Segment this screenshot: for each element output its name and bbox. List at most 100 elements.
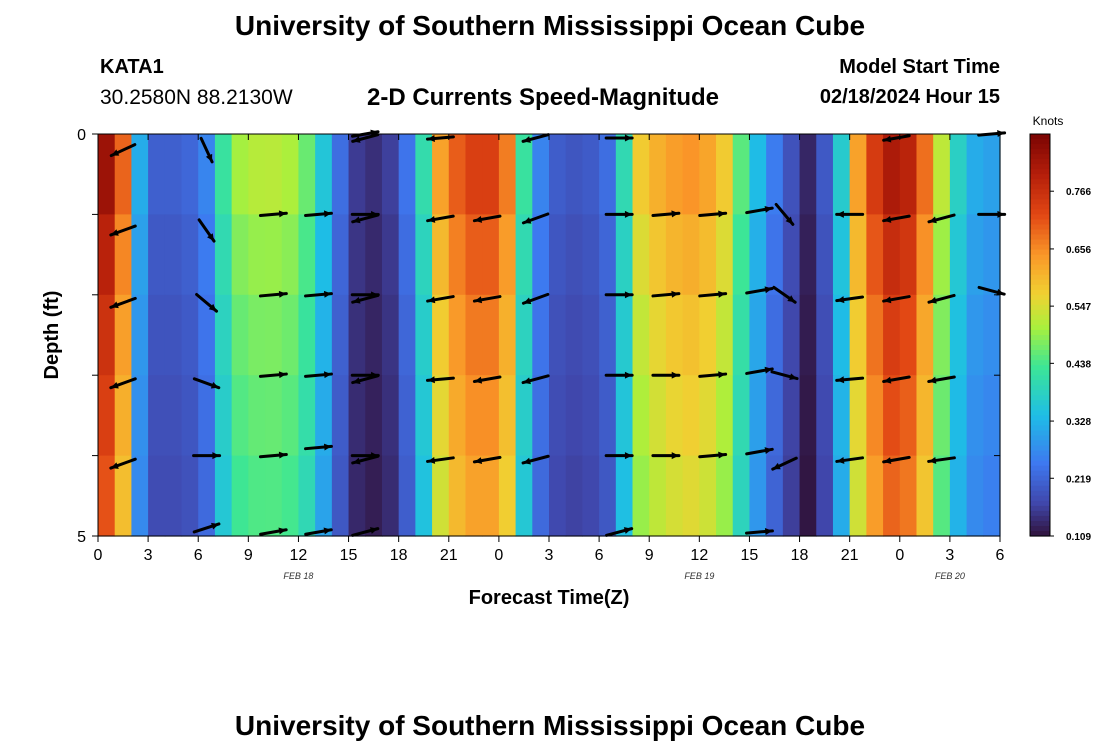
arrow-head: [110, 462, 119, 469]
heatmap-cell: [816, 214, 834, 296]
current-arrow: [521, 292, 550, 305]
heatmap-cell: [498, 455, 517, 537]
x-tick-label: 3: [144, 547, 153, 564]
arrow-head: [764, 286, 773, 294]
heatmap-cell: [415, 214, 433, 296]
heatmap-cell: [699, 375, 717, 457]
colorbar-segment: [1030, 269, 1050, 276]
heatmap-cell: [198, 455, 216, 537]
heatmap-cell: [164, 214, 183, 296]
arrow-head: [623, 527, 632, 534]
arrow-head: [764, 205, 773, 213]
colorbar-segment: [1030, 390, 1050, 396]
heatmap-cell: [498, 375, 517, 457]
x-tick-label: 12: [290, 547, 308, 564]
heatmap-cell: [114, 294, 133, 376]
heatmap-cell: [214, 375, 233, 457]
arrow-head: [110, 301, 119, 309]
heatmap-cell: [749, 214, 767, 296]
x-tick-label: 3: [945, 547, 954, 564]
heatmap-cell: [949, 375, 968, 457]
arrow-head: [996, 288, 1005, 296]
current-arrow: [604, 210, 634, 218]
x-tick-label: 21: [440, 547, 458, 564]
heatmap-cell: [883, 375, 901, 457]
arrow-head: [323, 290, 332, 298]
arrow-head: [671, 290, 679, 298]
heatmap-cell: [699, 455, 717, 537]
heatmap-cell: [732, 294, 751, 376]
current-arrow: [882, 375, 911, 384]
heatmap-cell: [298, 214, 316, 296]
heatmap-cell: [582, 375, 600, 457]
model-start-value: 02/18/2024 Hour 15: [819, 86, 1000, 108]
heatmap-cell: [498, 134, 517, 215]
chart-subtitle: 2-D Currents Speed-Magnitude: [367, 84, 720, 111]
arrow-head: [474, 215, 483, 223]
x-tick-label: 9: [244, 547, 253, 564]
colorbar-segment: [1030, 199, 1050, 205]
heatmap-cell: [832, 455, 851, 537]
current-arrow: [977, 130, 1007, 137]
arrow-head: [427, 215, 436, 223]
colorbar-segment: [1030, 289, 1050, 296]
heatmap-cell: [432, 134, 450, 215]
colorbar-segment: [1030, 169, 1050, 175]
colorbar-segment: [1030, 309, 1050, 316]
heatmap-cell: [315, 375, 333, 457]
heatmap-cell: [632, 294, 650, 376]
current-arrow: [351, 374, 380, 385]
current-arrow: [604, 452, 634, 460]
colorbar-segment: [1030, 455, 1050, 462]
heatmap-cell: [632, 455, 650, 537]
heatmap-cell: [398, 214, 416, 296]
heatmap-cell: [331, 214, 350, 296]
colorbar-segment: [1030, 179, 1050, 185]
colorbar-segment: [1030, 375, 1050, 381]
current-arrow: [745, 205, 774, 215]
heatmap-cell: [265, 294, 283, 376]
heatmap-cell: [799, 134, 817, 215]
current-arrow: [882, 134, 911, 143]
heatmap-cell: [181, 214, 199, 296]
colorbar-segment: [1030, 284, 1050, 291]
heatmap-cell: [148, 294, 166, 376]
heatmap-cell: [899, 375, 918, 457]
heatmap-cell: [164, 134, 183, 215]
current-arrow: [472, 214, 502, 223]
current-arrow: [927, 293, 956, 304]
heatmap-cell: [933, 455, 951, 537]
colorbar-segment: [1030, 460, 1050, 467]
heatmap-cell: [214, 134, 233, 215]
heatmap-cell: [966, 134, 984, 215]
heatmap-cell: [381, 214, 400, 296]
heatmap-cell: [883, 455, 901, 537]
heatmap-cell: [565, 134, 584, 215]
arrow-head: [211, 522, 219, 530]
arrow-head: [323, 527, 332, 535]
arrow-head: [474, 296, 483, 304]
arrow-head: [352, 136, 361, 143]
heatmap-cell: [298, 375, 316, 457]
current-arrow: [259, 527, 288, 536]
current-arrow: [774, 202, 795, 226]
arrow-head: [764, 447, 773, 455]
colorbar-segment: [1030, 525, 1050, 532]
heatmap-cell: [916, 375, 934, 457]
current-arrow: [604, 371, 634, 379]
heatmap-cell: [131, 455, 149, 537]
colorbar-segment: [1030, 204, 1050, 210]
current-arrow: [192, 452, 222, 460]
arrow-head: [212, 452, 220, 460]
colorbar-segment: [1030, 335, 1050, 341]
x-tick-label: 0: [94, 547, 103, 564]
heatmap-cell: [515, 455, 533, 537]
current-arrow: [927, 375, 956, 384]
current-arrow: [882, 214, 911, 223]
current-arrow: [304, 371, 333, 379]
current-arrow: [304, 443, 333, 451]
heatmap-cell: [766, 214, 784, 296]
heatmap-cell: [114, 455, 133, 537]
heatmap-cell: [398, 375, 416, 457]
heatmap-cell: [966, 214, 984, 296]
